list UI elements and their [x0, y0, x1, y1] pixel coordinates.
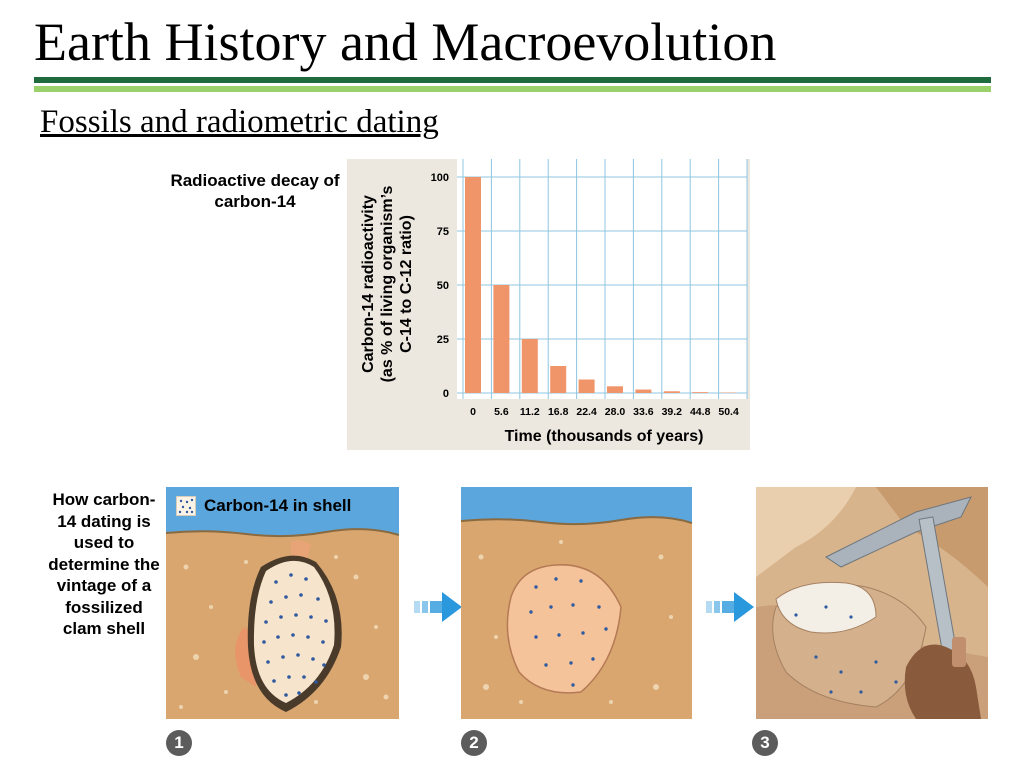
- x-tick-label: 16.8: [548, 406, 569, 418]
- bar: [663, 391, 680, 393]
- decay-chart: 0 25 50 75 100 0 5.6 11.2 16.8 22.4 28.0 33.6 39.2 44…: [347, 159, 750, 450]
- bar: [493, 285, 510, 393]
- right-arrow-icon: [706, 592, 754, 622]
- bar: [521, 339, 538, 393]
- y-axis-label-line: Carbon-14 radioactivity: [360, 195, 377, 373]
- scene-2-illustration: [461, 487, 692, 719]
- y-axis-label-line: C-14 to C-12 ratio): [398, 215, 415, 353]
- step-2-badge: 2: [461, 730, 487, 756]
- bar: [635, 389, 652, 393]
- chart-caption: Radioactive decay of carbon-14: [170, 171, 340, 211]
- slide-title: Earth History and Macroevolution: [34, 12, 777, 72]
- bar: [692, 392, 709, 393]
- dating-caption: How carbon-14 dating is used to determin…: [48, 490, 160, 638]
- step-1-badge: 1: [166, 730, 192, 756]
- bar: [607, 386, 623, 393]
- slide-subtitle: Fossils and radiometric dating: [40, 104, 439, 140]
- scene-1-illustration: [166, 487, 399, 719]
- scene-2-buried-shell: [461, 487, 692, 719]
- x-axis-label: Time (thousands of years): [505, 428, 704, 445]
- y-axis-label-line: (as % of living organism’s: [379, 186, 396, 383]
- y-tick-label: 0: [443, 388, 449, 400]
- scene-3-fossil-dig: [756, 487, 988, 719]
- decay-chart-svg: 0 25 50 75 100 0 5.6 11.2 16.8 22.4 28.0 33.6 39.2 44…: [360, 159, 748, 445]
- legend: Carbon-14 in shell: [176, 496, 351, 516]
- y-tick-label: 25: [437, 334, 449, 346]
- bar: [550, 366, 567, 393]
- x-tick-label: 11.2: [520, 406, 540, 418]
- x-tick-label: 28.0: [605, 406, 626, 418]
- x-tick-label: 5.6: [494, 406, 509, 418]
- x-tick-label: 0: [470, 406, 476, 418]
- right-arrow-icon: [414, 592, 462, 622]
- title-rule-dark: [34, 77, 991, 83]
- y-tick-label: 50: [437, 280, 449, 292]
- x-tick-label: 50.4: [718, 406, 739, 418]
- bar: [578, 379, 595, 393]
- x-tick-label: 22.4: [576, 406, 597, 418]
- y-tick-label: 75: [437, 226, 449, 238]
- legend-label: Carbon-14 in shell: [204, 496, 352, 515]
- scene-3-illustration: [756, 487, 988, 719]
- x-tick-label: 39.2: [662, 406, 683, 418]
- y-tick-label: 100: [431, 172, 449, 184]
- x-tick-label: 44.8: [690, 406, 711, 418]
- bar: [465, 177, 481, 393]
- x-tick-label: 33.6: [633, 406, 654, 418]
- scene-1-living-clam: [166, 487, 399, 719]
- title-rule-light: [34, 86, 991, 92]
- dotted-square-icon: [176, 496, 196, 516]
- step-3-badge: 3: [752, 730, 778, 756]
